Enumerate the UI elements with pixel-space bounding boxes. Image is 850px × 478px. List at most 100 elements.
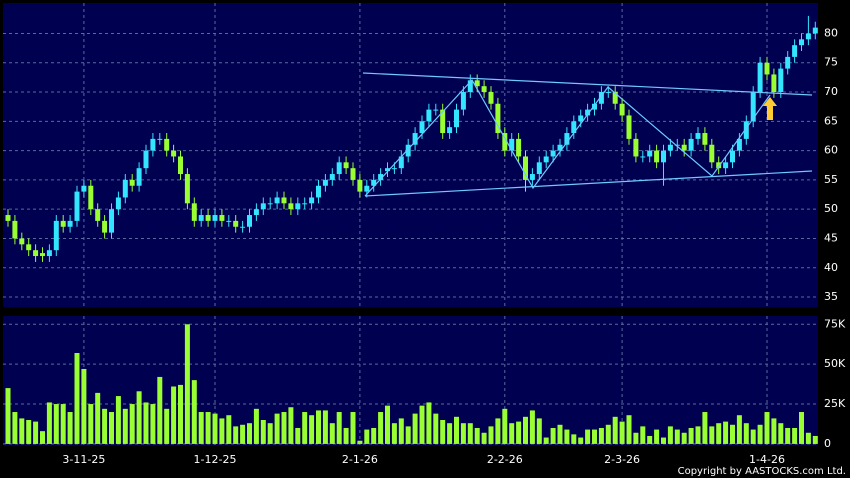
volume-bar [343, 427, 349, 444]
volume-bar [516, 421, 522, 444]
x-tick-label: 1-12-25 [194, 453, 237, 466]
candle-body [81, 185, 87, 192]
volume-bar [109, 412, 114, 444]
volume-bar [730, 424, 735, 444]
candle-body [564, 133, 570, 145]
volume-bar [440, 420, 446, 444]
candle-body [219, 215, 225, 221]
volume-bar [792, 427, 798, 444]
y-tick-label: 75 [824, 56, 838, 69]
volume-bar [350, 412, 356, 444]
volume-bar [233, 426, 239, 444]
volume-bar [81, 368, 87, 444]
x-tick-label: 2-2-26 [487, 453, 523, 466]
volume-bar [736, 415, 742, 444]
volume-bar [26, 420, 32, 444]
candle-body [812, 27, 818, 34]
volume-bar [509, 423, 515, 444]
volume-bar [391, 423, 397, 444]
volume-bar [302, 412, 308, 444]
volume-bar [447, 423, 453, 444]
pattern-lines [362, 72, 813, 197]
volume-bar [605, 424, 611, 444]
volume-bar [529, 410, 535, 444]
volume-bar [60, 404, 66, 444]
candle-body [654, 150, 660, 163]
candle-body [502, 133, 508, 151]
candle-body [385, 168, 390, 172]
trend-line [362, 72, 813, 96]
volume-bar [433, 413, 439, 444]
volume-bar [240, 424, 246, 444]
volume-bar [316, 410, 321, 444]
candle-body [757, 62, 763, 93]
y-tick-label: 55 [824, 173, 838, 186]
candle-body [792, 45, 798, 57]
y-tick-label: 60 [824, 144, 838, 157]
candle-body [750, 92, 756, 122]
candle-body [212, 215, 218, 221]
y-tick-label: 25K [824, 397, 846, 410]
candle-body [150, 138, 156, 151]
candle-body [543, 156, 549, 163]
volume-bar [67, 412, 73, 444]
candle-body [398, 156, 404, 169]
volume-bar [716, 423, 722, 444]
candle-body [157, 138, 163, 140]
candle-body [40, 253, 45, 257]
volume-bar [102, 408, 108, 444]
volume-bar [398, 418, 404, 444]
volume-bar [702, 412, 708, 444]
volume-bar [626, 415, 632, 444]
candle-body [805, 33, 811, 40]
candle-body [12, 220, 18, 239]
volume-bar [247, 423, 252, 444]
y-tick-label: 50K [824, 357, 846, 370]
volume-bar [5, 388, 11, 444]
candle-body [785, 56, 791, 69]
x-tick-label: 2-1-26 [342, 453, 378, 466]
volume-bar [53, 404, 59, 444]
volume-bar [33, 421, 39, 444]
volume-bar [695, 426, 701, 444]
volume-bar [253, 408, 259, 444]
candle-body [364, 185, 370, 192]
volume-bar [723, 421, 729, 444]
volume-bar [592, 429, 597, 444]
volume-bar [454, 416, 459, 444]
candle-body [467, 80, 473, 93]
candle-body [309, 197, 315, 204]
candle-body [433, 109, 439, 111]
y-tick-label: 45 [824, 231, 838, 244]
volume-bar [495, 418, 501, 444]
volume-bar [219, 418, 225, 444]
candle-body [509, 138, 515, 151]
volume-bar [667, 426, 673, 444]
candle-body [709, 144, 715, 163]
candle-body [122, 179, 128, 198]
candle-body [115, 197, 121, 210]
volume-bar [184, 324, 190, 444]
volume-bar [585, 429, 591, 444]
volume-bar [198, 412, 204, 444]
candle-body [764, 62, 770, 75]
candle-body [350, 168, 356, 180]
volume-bar [799, 412, 804, 444]
candle-body [267, 203, 273, 205]
candle-body [357, 179, 363, 192]
volume-bar [550, 427, 556, 444]
volume-bar [488, 426, 494, 444]
volume-bar [322, 410, 328, 444]
candle-body [274, 197, 280, 204]
volume-bar [709, 426, 715, 444]
volume-bar [164, 408, 170, 444]
zigzag-line [364, 78, 771, 197]
candle-body [53, 220, 59, 251]
candle-body [536, 162, 542, 175]
volume-bar [150, 404, 156, 444]
candle-body [336, 162, 342, 175]
candle-body [233, 220, 239, 227]
candle-body [440, 109, 446, 134]
volume-bar [88, 404, 94, 444]
candle-body [191, 203, 197, 221]
